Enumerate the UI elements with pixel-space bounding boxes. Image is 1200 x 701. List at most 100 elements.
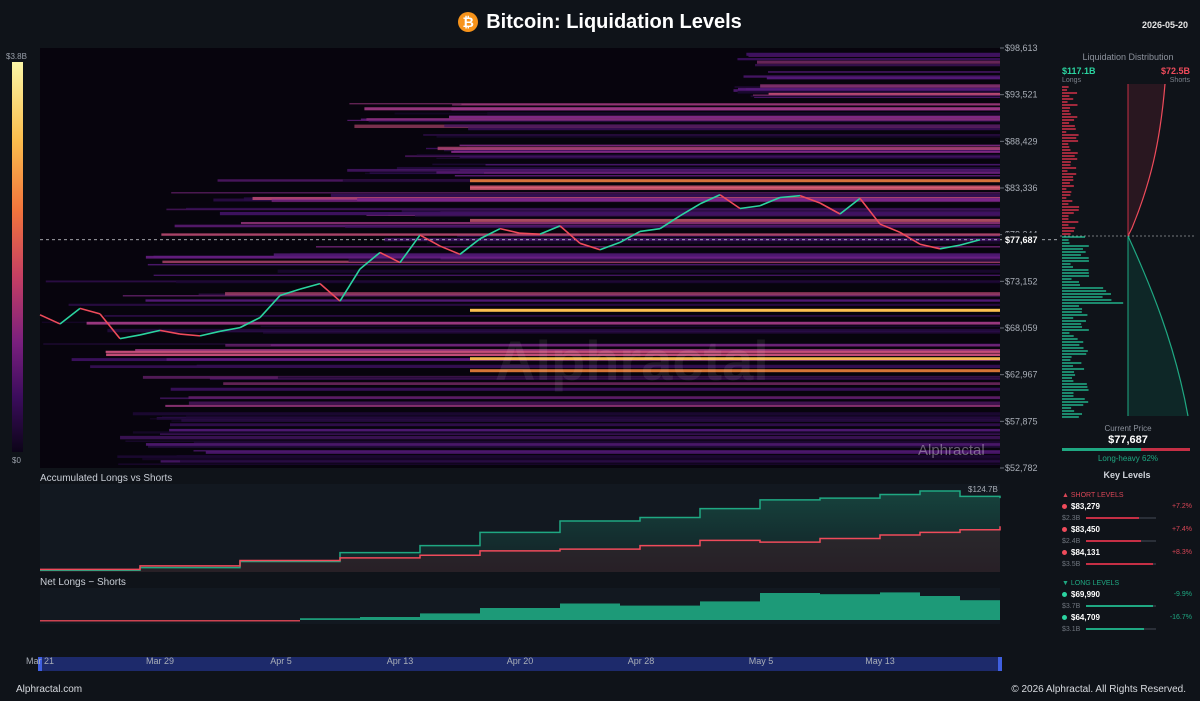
y-tick-label: $68,059 [1005, 323, 1038, 333]
level-dot-icon [1062, 527, 1067, 532]
price-segment [59, 307, 81, 325]
heatmap-band [451, 150, 1001, 153]
net-bar [360, 617, 420, 620]
long-distribution-bar [1062, 395, 1074, 397]
level-change: -9.9% [1173, 591, 1192, 598]
heatmap-band [485, 164, 1000, 166]
heatmap-band [171, 192, 1001, 194]
short-distribution-bar [1062, 221, 1079, 223]
long-distribution-bar [1062, 257, 1089, 259]
level-dot-icon [1062, 592, 1067, 597]
net-bar [40, 620, 140, 622]
slider-handle-left[interactable] [38, 657, 42, 671]
long-distribution-bar [1062, 407, 1072, 409]
level-price: $83,279 [1071, 502, 1100, 511]
short-level-row: $83,279 +7.2% [1060, 501, 1194, 512]
price-segment [299, 282, 321, 290]
long-distribution-bar [1062, 290, 1107, 292]
price-segment [799, 194, 821, 204]
price-segment [599, 241, 621, 251]
y-tick-label: $62,967 [1005, 370, 1038, 380]
accumulated-panel-title: Accumulated Longs vs Shorts [40, 473, 172, 484]
liquidation-chart: Alphractal Alphractal $98,613 $93,521 $88,… [26, 43, 1060, 671]
price-segment [279, 288, 301, 297]
long-distribution-bar [1062, 356, 1072, 358]
heatmap-band [193, 441, 1000, 443]
heatmap-band [176, 281, 1001, 284]
heatmap-band [263, 330, 1001, 334]
heatmap-band [468, 127, 1000, 131]
heatmap-band [165, 404, 1000, 407]
heatmap-band [454, 175, 1000, 177]
price-segment [639, 227, 661, 233]
price-segment [719, 194, 741, 210]
heatmap-band [414, 214, 1000, 217]
short-distribution-bar [1062, 113, 1071, 115]
heatmap-band [147, 263, 1000, 266]
long-distribution-bar [1062, 380, 1074, 382]
level-strength-fill [1086, 517, 1139, 519]
price-candles [39, 194, 981, 340]
price-segment [459, 238, 481, 255]
level-strength-bar [1086, 628, 1157, 630]
short-distribution-bar [1062, 158, 1078, 160]
time-range-slider[interactable] [40, 657, 1000, 671]
x-tick-label: Apr 5 [270, 656, 292, 666]
price-segment [579, 242, 601, 251]
heatmap-band [737, 90, 1000, 94]
heatmap-band [384, 237, 1000, 242]
short-distribution-bar [1062, 212, 1074, 214]
long-level-row: $64,709 -16.7% [1060, 612, 1194, 623]
heatmap-bright-bands [470, 179, 1000, 373]
price-segment [939, 244, 961, 250]
heatmap-band [117, 455, 1000, 458]
level-strength-bar [1086, 540, 1157, 542]
short-distribution-bar [1062, 224, 1069, 226]
level-detail: $2.4B [1060, 535, 1194, 547]
liquidation-band [470, 357, 1000, 361]
level-strength-fill [1086, 628, 1144, 630]
long-distribution-bar [1062, 299, 1112, 301]
short-distribution-bar [1062, 119, 1075, 121]
heatmap-band [746, 52, 1000, 56]
current-price-tag [1002, 232, 1040, 245]
short-level-row: $83,450 +7.4% [1060, 524, 1194, 535]
heatmap-band [756, 60, 1000, 64]
net-bar [880, 592, 920, 620]
heatmap-band [754, 96, 1000, 98]
long-distribution-bar [1062, 302, 1124, 304]
heatmap-band [149, 417, 1001, 420]
y-tick-label: $52,782 [1005, 463, 1038, 473]
heatmap-band [120, 435, 1000, 440]
net-bar [960, 600, 1000, 620]
x-tick-label: Mar 29 [146, 656, 174, 666]
heatmap-band [277, 376, 1000, 379]
long-distribution-bar [1062, 410, 1075, 412]
heatmap-band [348, 258, 1001, 262]
long-distribution-bar [1062, 383, 1087, 385]
price-segment [99, 313, 121, 340]
short-distribution-bar [1062, 215, 1069, 217]
long-distribution-bar [1062, 296, 1103, 298]
heatmap-band [86, 321, 1001, 325]
level-strength-bar [1086, 563, 1157, 565]
long-distribution-bar [1062, 314, 1088, 316]
x-tick-label: May 5 [749, 656, 774, 666]
short-distribution-bar [1062, 179, 1074, 181]
level-change: +7.2% [1171, 503, 1192, 510]
heatmap-band [271, 198, 1001, 203]
level-strength-bar [1086, 605, 1157, 607]
key-levels-panel: Key Levels ▲ SHORT LEVELS $83,279 +7.2% $2… [1060, 470, 1194, 670]
short-distribution-bar [1062, 140, 1079, 142]
heatmap-band [122, 295, 1000, 297]
heatmap-band [737, 58, 1000, 61]
short-levels-list: $83,279 +7.2% $2.3B $83,450 +7.4% $2.4B $84,13… [1060, 501, 1194, 570]
long-distribution-bar [1062, 326, 1083, 328]
slider-handle-right[interactable] [998, 657, 1002, 671]
heatmap-band [225, 292, 1001, 296]
current-price-label: Current Price [1104, 424, 1152, 433]
colorbar [12, 62, 23, 452]
long-distribution-bar [1062, 401, 1089, 403]
heatmap-band [755, 63, 1000, 67]
level-change: +8.3% [1171, 549, 1192, 556]
